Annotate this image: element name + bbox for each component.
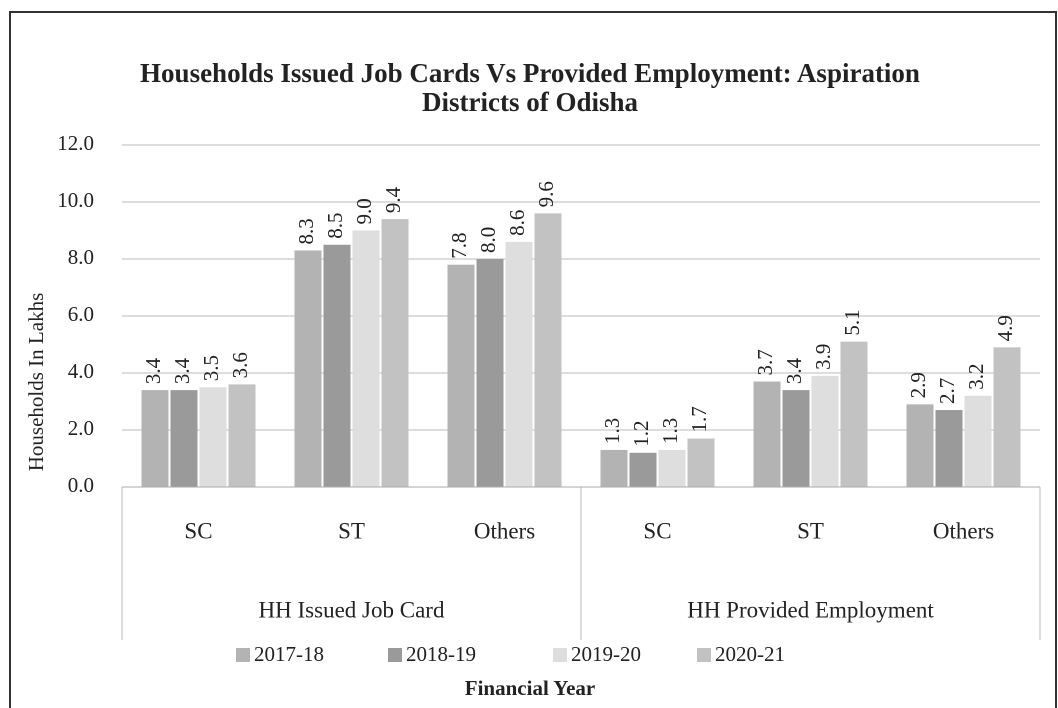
bar — [600, 449, 628, 487]
bar — [381, 219, 409, 487]
bar — [687, 438, 715, 487]
bar — [658, 449, 686, 487]
bar — [753, 381, 781, 487]
bar — [476, 259, 504, 487]
bar — [534, 213, 562, 487]
data-label: 9.6 — [534, 181, 558, 207]
data-label: 3.4 — [170, 357, 194, 384]
data-label: 3.4 — [141, 357, 165, 384]
y-tick-label: 2.0 — [68, 416, 94, 440]
legend-swatch — [697, 648, 711, 662]
y-tick-label: 0.0 — [68, 473, 94, 497]
y-tick-label: 6.0 — [68, 302, 94, 326]
bar — [447, 264, 475, 487]
x-tick-label: SC — [184, 518, 212, 543]
bar — [170, 390, 198, 487]
bar — [199, 387, 227, 487]
data-label: 3.4 — [782, 357, 806, 384]
x-tick-label: SC — [643, 518, 671, 543]
data-label: 8.3 — [294, 218, 318, 244]
frame — [9, 11, 1057, 708]
data-label: 2.9 — [906, 372, 930, 398]
bar — [964, 395, 992, 487]
bar — [323, 244, 351, 487]
data-label: 3.2 — [964, 364, 988, 390]
x-axis-label: Financial Year — [465, 676, 595, 700]
x-tick-label: ST — [338, 518, 365, 543]
bar — [840, 341, 868, 487]
bar — [352, 230, 380, 487]
data-label: 5.1 — [840, 309, 864, 335]
legend-label: 2019-20 — [571, 642, 641, 666]
x-tick-label: Others — [474, 518, 535, 543]
bar — [294, 250, 322, 487]
group-label: HH Issued Job Card — [259, 597, 445, 622]
data-label: 7.8 — [447, 232, 471, 258]
legend-label: 2018-19 — [406, 642, 476, 666]
bar — [811, 375, 839, 487]
bar — [228, 384, 256, 487]
legend-label: 2020-21 — [715, 642, 785, 666]
data-label: 3.7 — [753, 349, 777, 375]
data-label: 8.5 — [323, 213, 347, 239]
data-label: 9.0 — [352, 198, 376, 224]
data-label: 1.3 — [658, 418, 682, 444]
data-label: 8.6 — [505, 210, 529, 236]
chart-title: Households Issued Job Cards Vs Provided … — [140, 58, 920, 117]
x-tick-label: ST — [797, 518, 824, 543]
legend-label: 2017-18 — [254, 642, 324, 666]
data-label: 9.4 — [381, 186, 405, 213]
data-label: 2.7 — [935, 378, 959, 404]
data-label: 1.7 — [687, 406, 711, 432]
data-label: 1.2 — [629, 421, 653, 447]
bar — [141, 390, 169, 487]
data-label: 8.0 — [476, 227, 500, 253]
legend-swatch — [553, 648, 567, 662]
y-tick-label: 8.0 — [68, 245, 94, 269]
y-tick-label: 12.0 — [57, 131, 94, 155]
legend-swatch — [236, 648, 250, 662]
group-label: HH Provided Employment — [687, 597, 934, 622]
bar — [629, 452, 657, 487]
bar — [782, 390, 810, 487]
data-label: 1.3 — [600, 418, 624, 444]
data-label: 3.9 — [811, 344, 835, 370]
bar — [993, 347, 1021, 487]
data-label: 3.6 — [228, 352, 252, 378]
data-label: 3.5 — [199, 355, 223, 381]
bar — [505, 241, 533, 487]
y-tick-label: 10.0 — [57, 188, 94, 212]
data-label: 4.9 — [993, 315, 1017, 341]
y-tick-label: 4.0 — [68, 359, 94, 383]
x-tick-label: Others — [933, 518, 994, 543]
legend-swatch — [388, 648, 402, 662]
bar — [935, 410, 963, 487]
bar — [906, 404, 934, 487]
y-axis-label: Households In Lakhs — [24, 293, 48, 471]
